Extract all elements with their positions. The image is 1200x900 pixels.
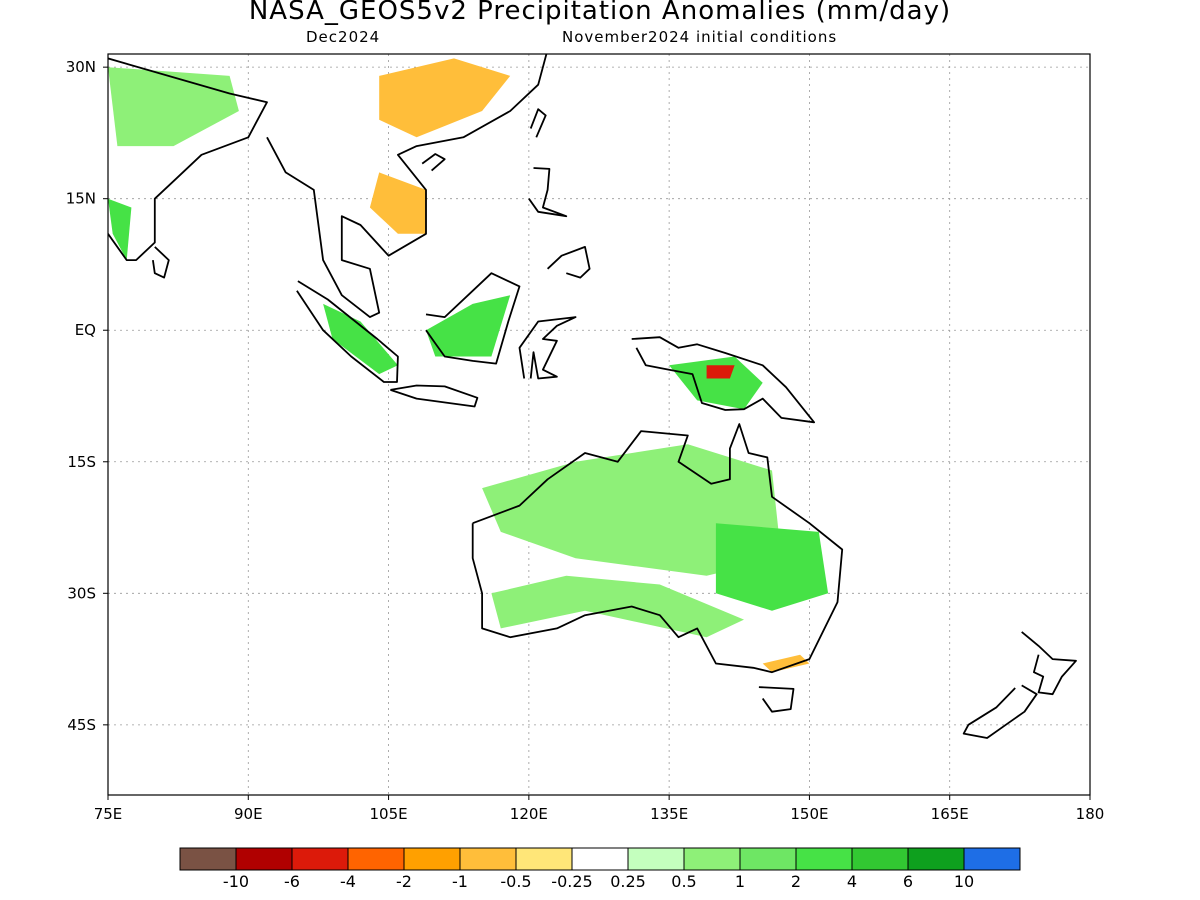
colorbar-swatch — [627, 847, 685, 871]
plot-frame — [107, 53, 1091, 796]
anomaly-region-new-guinea — [669, 356, 763, 410]
anomaly-fill — [108, 58, 829, 673]
colorbar-label: 0.5 — [671, 872, 696, 891]
lat-tick-label: 45S — [67, 716, 96, 734]
anomaly-region-australia-southeast-dry — [762, 654, 810, 673]
colorbar-swatch — [459, 847, 517, 871]
colorbar: -10 -6 -4 -2 -1 -0.5 -0.25 0.25 0.5 1 2 4 6 10 — [179, 847, 1021, 891]
colorbar-swatch — [739, 847, 797, 871]
colorbar-swatch — [907, 847, 965, 871]
lon-tick-label: 135E — [650, 805, 688, 823]
anomaly-region-australia-north — [482, 444, 782, 576]
axis-ticks: 75E 90E 105E 120E 135E 150E 165E 180 30N 15N EQ 15S… — [66, 58, 1105, 823]
coastline-new-zealand-south — [962, 684, 1038, 739]
colorbar-label: -0.25 — [551, 872, 592, 891]
forecast-month: Dec2024 — [306, 28, 381, 46]
coastline-australia — [471, 423, 844, 674]
initial-conditions: November2024 initial conditions — [562, 28, 838, 46]
colorbar-swatch — [683, 847, 741, 871]
coastline-sulawesi — [518, 316, 577, 380]
lat-tick-label: 15S — [67, 453, 96, 471]
colorbar-swatch — [291, 847, 349, 871]
anomaly-region-india-north — [108, 67, 239, 147]
colorbar-label: 10 — [954, 872, 974, 891]
colorbar-swatch — [347, 847, 405, 871]
lat-tick-label: EQ — [75, 321, 96, 339]
colorbar-swatch — [179, 847, 237, 871]
map-title: NASA_GEOS5v2 Precipitation Anomalies (mm… — [248, 0, 952, 26]
lat-tick-label: 30N — [66, 58, 96, 76]
colorbar-label: -1 — [452, 872, 468, 891]
anomaly-region-australia-southwest — [491, 575, 744, 638]
colorbar-swatch — [515, 847, 573, 871]
lon-tick-label: 165E — [931, 805, 969, 823]
colorbar-label: -2 — [396, 872, 412, 891]
lon-tick-label: 180 — [1076, 805, 1105, 823]
anomaly-region-india-west-ghats — [108, 198, 132, 261]
colorbar-swatch — [851, 847, 909, 871]
colorbar-label: 2 — [791, 872, 801, 891]
coastline-philippines-luzon — [528, 167, 568, 218]
colorbar-label: -10 — [223, 872, 249, 891]
coastline-java — [390, 384, 479, 408]
anomaly-region-png-dry — [706, 365, 735, 379]
coastline-sri-lanka — [152, 246, 170, 279]
colorbar-swatch — [235, 847, 293, 871]
coastline-sumatra — [296, 280, 399, 383]
colorbar-swatch — [963, 847, 1021, 871]
colorbar-label: 4 — [847, 872, 857, 891]
lat-tick-label: 30S — [67, 584, 96, 602]
coastline-tasmania — [758, 686, 795, 713]
coastline-hainan — [421, 153, 446, 172]
lon-tick-label: 90E — [234, 805, 263, 823]
lon-tick-label: 150E — [790, 805, 828, 823]
coastlines — [108, 54, 1077, 739]
colorbar-swatch — [403, 847, 461, 871]
colorbar-label: 0.25 — [610, 872, 646, 891]
anomaly-region-australia-east — [715, 523, 829, 611]
coastline-borneo — [425, 272, 521, 365]
colorbar-swatch — [795, 847, 853, 871]
anomaly-region-sumatra — [323, 303, 398, 375]
anomaly-region-borneo — [426, 295, 511, 357]
anomaly-region-indochina — [369, 172, 426, 234]
coastline-new-zealand-north — [1021, 631, 1077, 696]
anomaly-region-south-china — [379, 58, 511, 138]
colorbar-label: 6 — [903, 872, 913, 891]
lat-tick-label: 15N — [66, 190, 96, 208]
colorbar-label: -0.5 — [500, 872, 531, 891]
colorbar-label: 1 — [735, 872, 745, 891]
colorbar-label: -6 — [284, 872, 300, 891]
lon-tick-label: 120E — [510, 805, 548, 823]
coastline-taiwan — [529, 108, 547, 138]
gridlines — [107, 54, 1091, 795]
coastline-mindanao — [546, 245, 591, 279]
coastline-india — [108, 57, 268, 262]
lon-tick-label: 105E — [370, 805, 408, 823]
colorbar-swatch — [571, 847, 629, 871]
colorbar-label: -4 — [340, 872, 356, 891]
coastline-new-guinea — [631, 336, 815, 424]
lon-tick-label: 75E — [94, 805, 123, 823]
coastline-southeast-asia — [266, 54, 548, 319]
